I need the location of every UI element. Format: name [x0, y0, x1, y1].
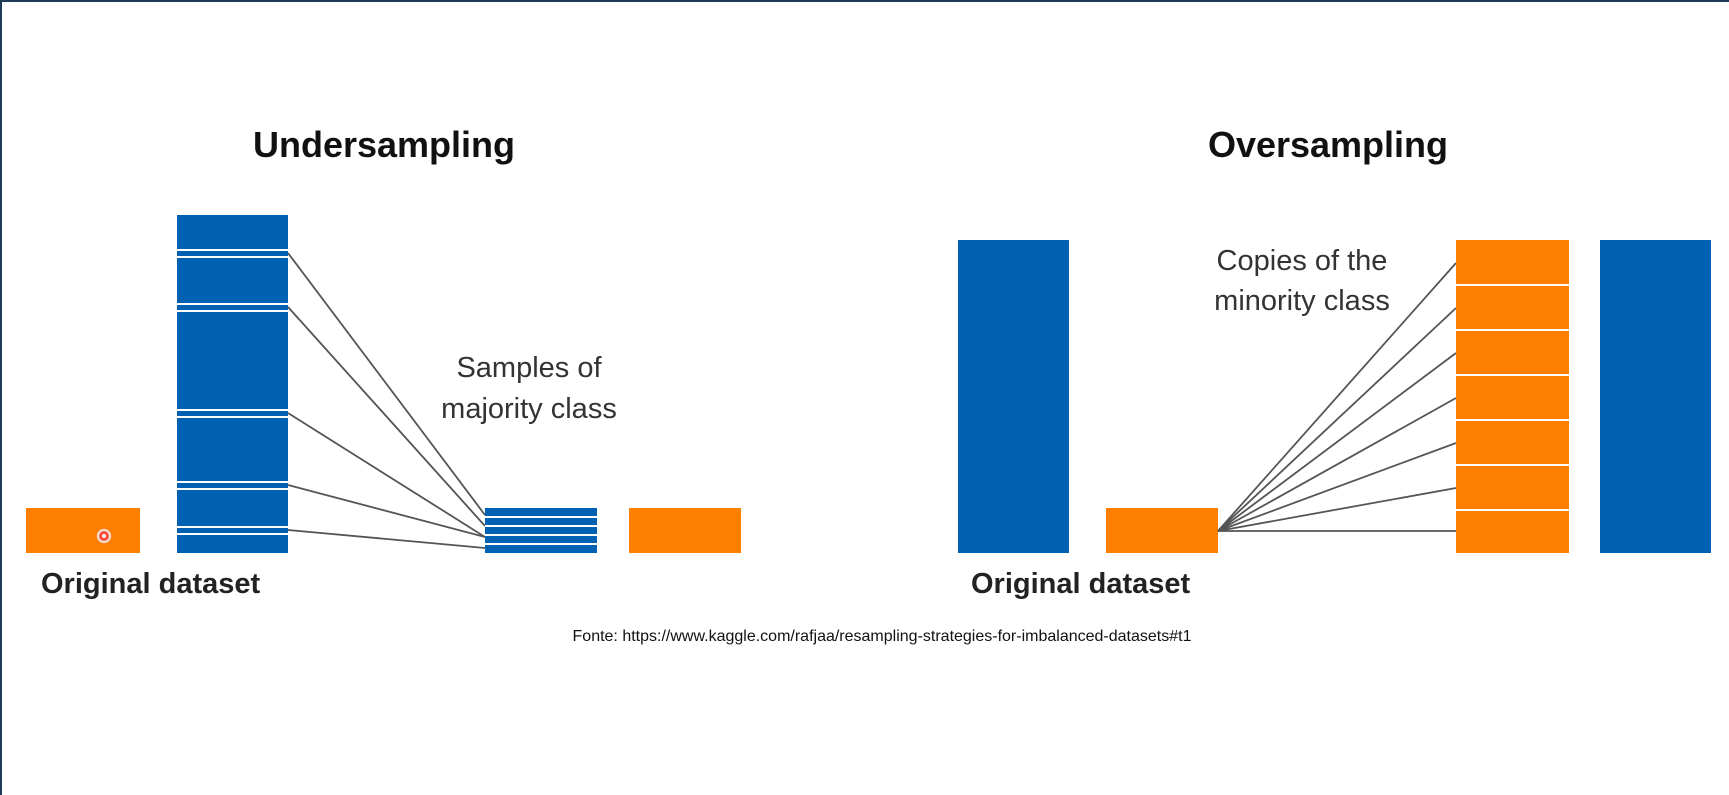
connector-line	[287, 529, 486, 549]
copies-dividers	[1456, 284, 1569, 511]
connector-line	[1217, 397, 1457, 532]
original-minority-bar	[26, 508, 140, 553]
connector-line	[287, 306, 486, 527]
undersampling-annotation-line2: majority class	[441, 393, 617, 425]
oversampling-annotation-line1: Copies of the	[1217, 245, 1388, 277]
original-minority-bar	[1106, 508, 1218, 553]
connector-line	[287, 252, 486, 516]
cursor-dot-icon	[97, 529, 111, 543]
oversampling-annotation-line2: minority class	[1214, 285, 1390, 317]
connector-line	[1217, 352, 1457, 532]
connector-line	[1217, 487, 1457, 532]
connector-line	[1217, 442, 1457, 532]
undersampling-annotation-line1: Samples of	[456, 352, 602, 384]
connector-line	[287, 412, 486, 538]
undersampling-connectors	[287, 252, 486, 549]
undersampling-panel: Undersampling	[26, 124, 741, 600]
undersampling-title: Undersampling	[253, 124, 515, 165]
oversampling-title: Oversampling	[1208, 124, 1448, 165]
oversampling-dataset-label: Original dataset	[971, 568, 1191, 600]
resampled-minority-bar	[629, 508, 741, 553]
majority-sample-dividers	[177, 249, 288, 535]
sampled-majority-stack	[485, 508, 597, 553]
original-majority-bar	[958, 240, 1069, 553]
oversampling-panel: Oversampling	[958, 124, 1711, 600]
connector-line	[1217, 307, 1457, 532]
resampled-majority-bar	[1600, 240, 1711, 553]
source-caption: Fonte: https://www.kaggle.com/rafjaa/res…	[573, 628, 1192, 645]
connector-line	[287, 484, 486, 538]
undersampling-dataset-label: Original dataset	[41, 568, 261, 600]
oversampling-connectors	[1217, 262, 1457, 532]
minority-copies-stack	[1456, 240, 1569, 553]
sampled-stack-dividers	[485, 516, 597, 545]
original-majority-bar	[177, 215, 288, 553]
connector-line	[1217, 262, 1457, 532]
